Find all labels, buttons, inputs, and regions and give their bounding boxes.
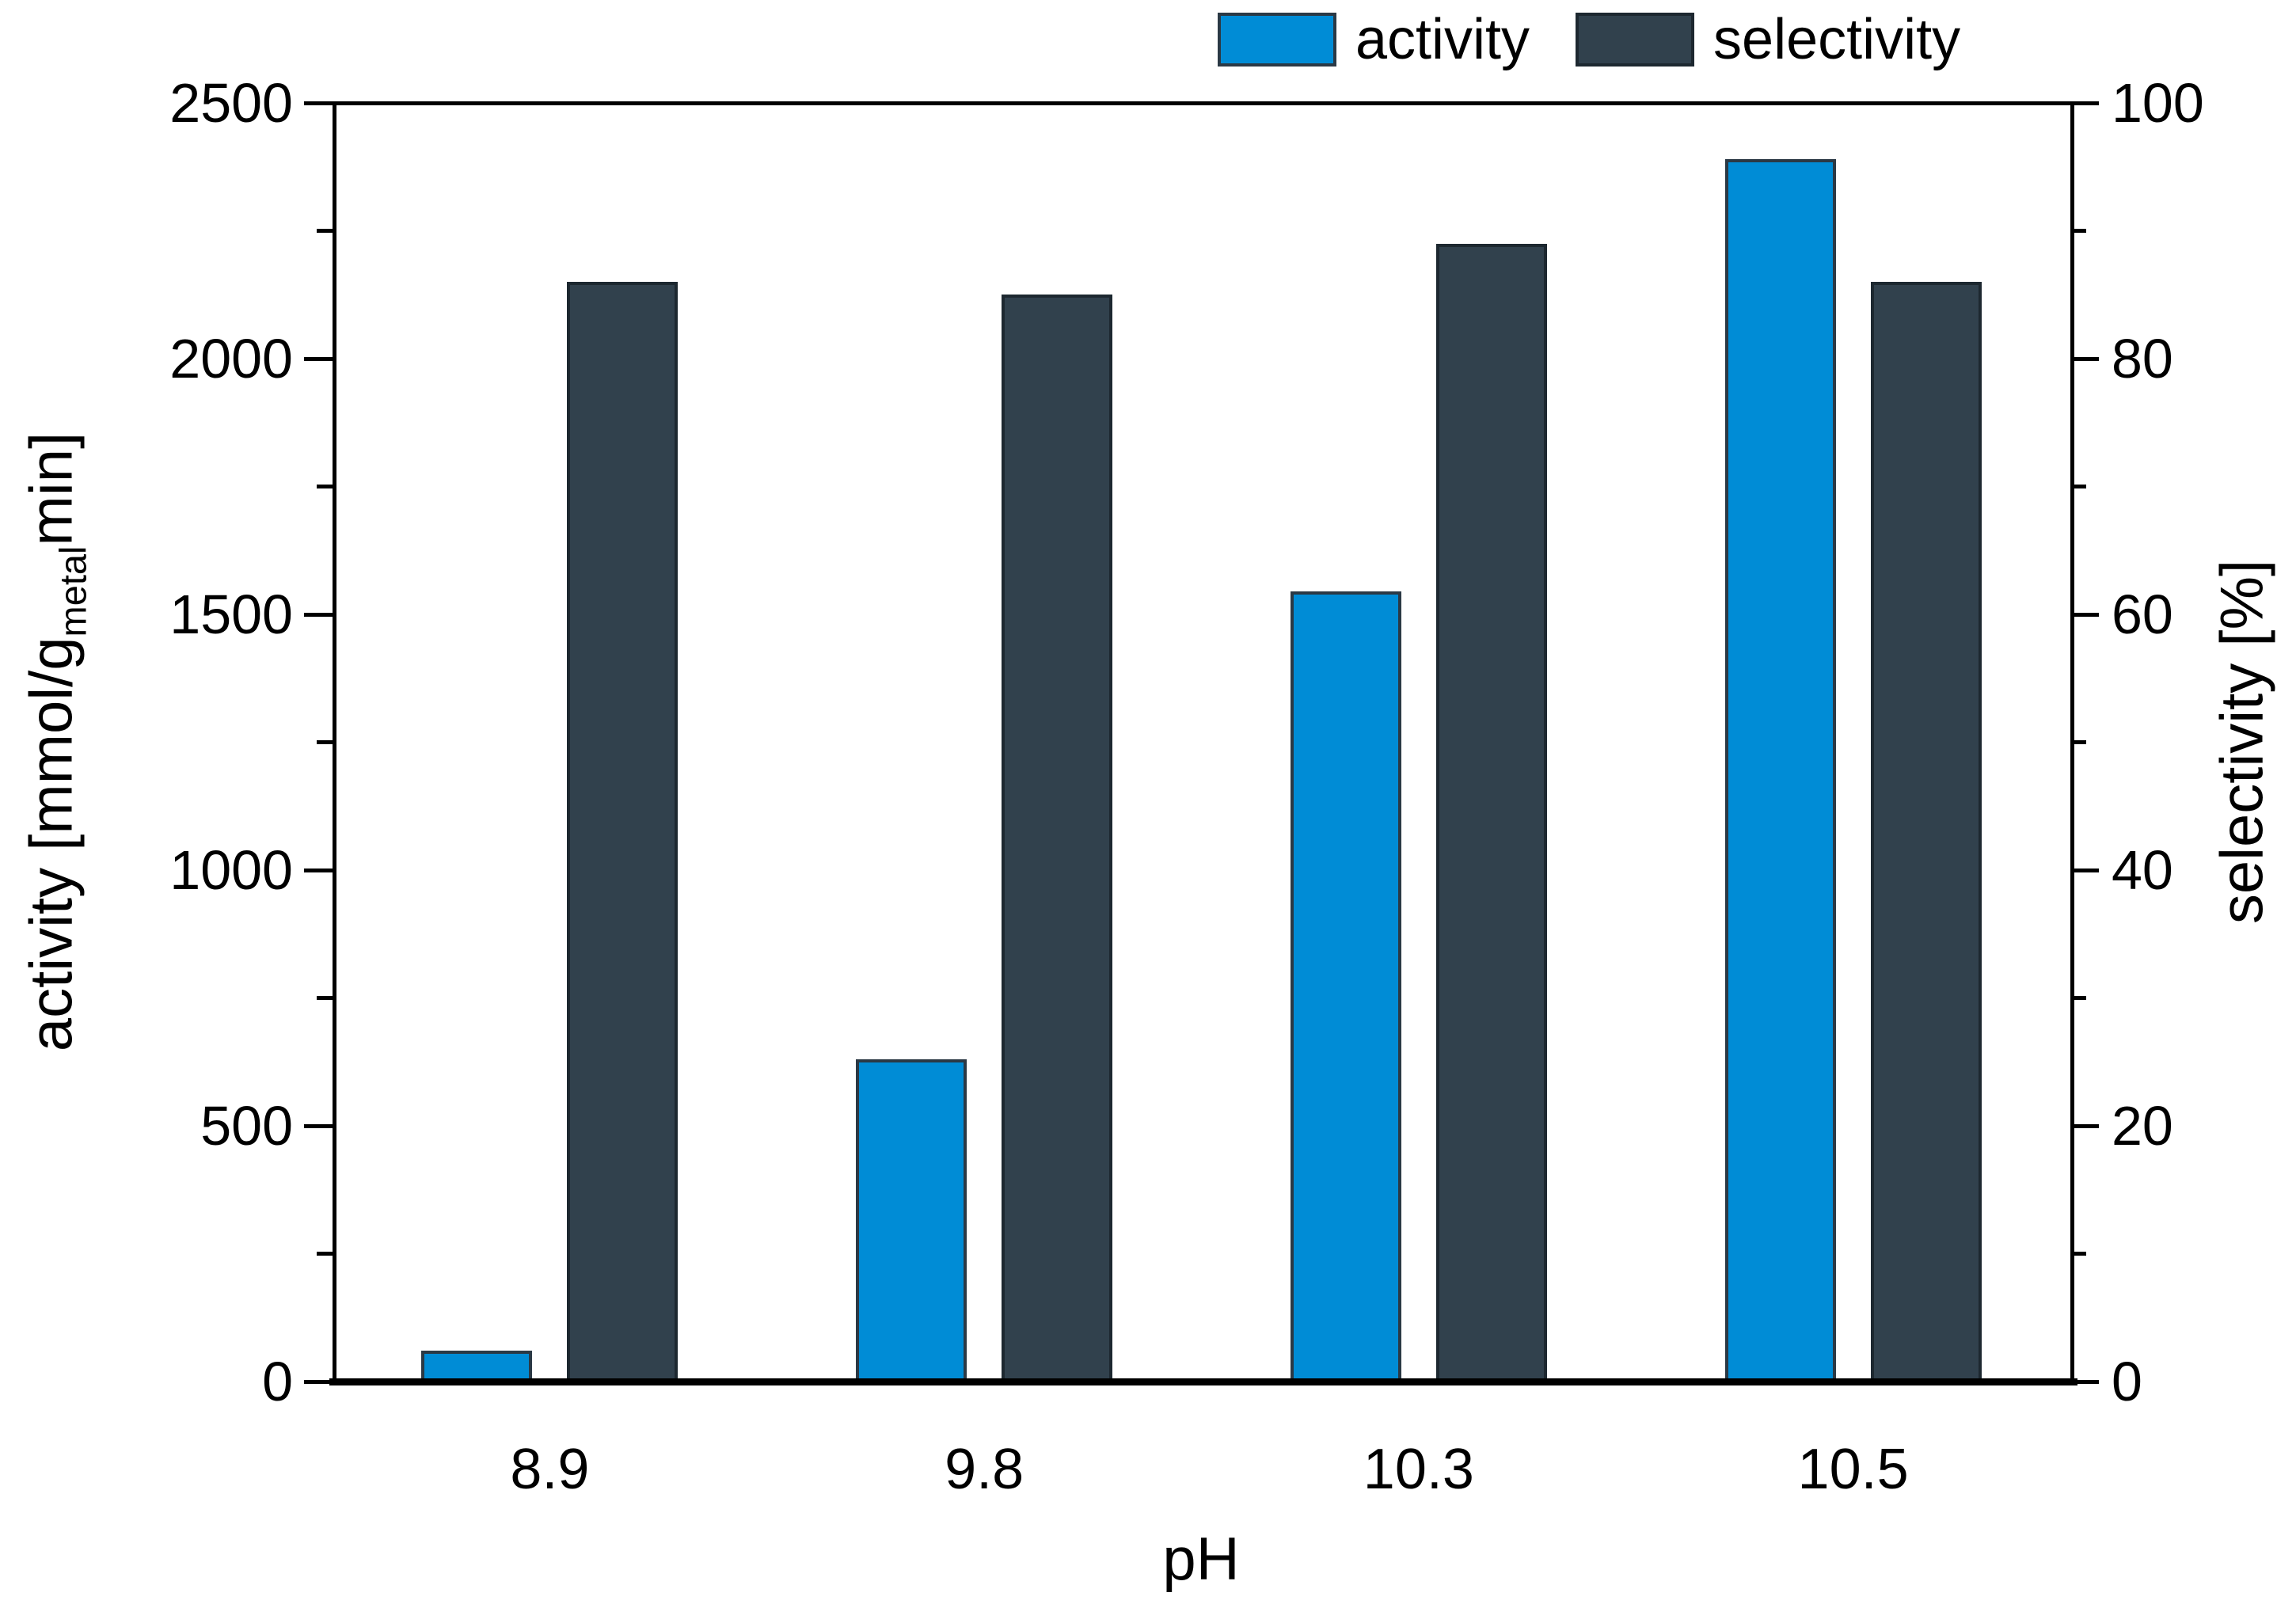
bar-selectivity-10.3 bbox=[1435, 243, 1547, 1382]
left-axis-title: activity [mmol/gmetalmin] bbox=[17, 103, 94, 1382]
right-axis-minor-tick bbox=[2070, 1252, 2086, 1256]
left-axis-minor-tick bbox=[317, 996, 333, 1000]
x-tick-label-9.8: 9.8 bbox=[945, 1438, 1024, 1501]
right-axis-title: selectivity [%] bbox=[2209, 103, 2276, 1382]
left-axis-major-tick bbox=[304, 1379, 333, 1384]
legend-item-selectivity: selectivity bbox=[1576, 8, 1960, 71]
left-axis-minor-tick bbox=[317, 485, 333, 488]
plot-top-spine bbox=[333, 101, 2074, 105]
left-axis-title-suffix: min] bbox=[17, 431, 86, 546]
left-axis-tick-label: 500 bbox=[200, 1095, 293, 1157]
left-axis-tick-label: 0 bbox=[262, 1351, 293, 1412]
bar-activity-10.5 bbox=[1724, 159, 1836, 1382]
right-axis-minor-tick bbox=[2070, 485, 2086, 488]
right-axis-tick-label: 100 bbox=[2112, 72, 2204, 134]
right-axis-tick-label: 80 bbox=[2112, 328, 2173, 390]
bar-activity-9.8 bbox=[856, 1059, 967, 1382]
left-axis-major-tick bbox=[304, 1123, 333, 1128]
left-axis-minor-tick bbox=[317, 229, 333, 233]
bar-selectivity-9.8 bbox=[1002, 295, 1113, 1382]
right-axis-tick-label: 60 bbox=[2112, 583, 2173, 645]
x-axis-title-text: pH bbox=[1162, 1526, 1240, 1593]
plot-right-spine bbox=[2070, 101, 2074, 1385]
right-axis-minor-tick bbox=[2070, 740, 2086, 744]
left-axis-major-tick bbox=[304, 101, 333, 105]
bar-activity-8.9 bbox=[421, 1351, 533, 1382]
left-axis-minor-tick bbox=[317, 1252, 333, 1256]
x-tick-label-8.9: 8.9 bbox=[510, 1438, 590, 1501]
legend-item-activity: activity bbox=[1218, 8, 1530, 71]
left-axis-tick-label: 2500 bbox=[169, 72, 293, 134]
left-axis-tick-label: 1500 bbox=[169, 583, 293, 645]
left-axis-major-tick bbox=[304, 356, 333, 361]
left-axis-tick-label: 2000 bbox=[169, 328, 293, 390]
bar-activity-10.3 bbox=[1290, 591, 1401, 1382]
left-axis-major-tick bbox=[304, 868, 333, 872]
right-axis-tick-label: 40 bbox=[2112, 839, 2173, 901]
x-tick-label-10.3: 10.3 bbox=[1363, 1438, 1474, 1501]
bar-selectivity-10.5 bbox=[1870, 282, 1982, 1382]
legend: activity selectivity bbox=[1218, 8, 1960, 71]
right-axis-minor-tick bbox=[2070, 996, 2086, 1000]
left-axis-tick-label: 1000 bbox=[169, 839, 293, 901]
right-axis-minor-tick bbox=[2070, 229, 2086, 233]
legend-swatch-activity-icon bbox=[1218, 13, 1336, 67]
plot-left-spine bbox=[333, 101, 336, 1385]
right-axis-major-tick bbox=[2070, 101, 2099, 105]
legend-swatch-selectivity-icon bbox=[1576, 13, 1695, 67]
legend-label-activity: activity bbox=[1355, 8, 1530, 71]
plot-bottom-spine bbox=[329, 1378, 2077, 1385]
right-axis-major-tick bbox=[2070, 868, 2099, 872]
right-axis-major-tick bbox=[2070, 356, 2099, 361]
bar-selectivity-8.9 bbox=[567, 282, 679, 1382]
left-axis-major-tick bbox=[304, 612, 333, 617]
legend-label-selectivity: selectivity bbox=[1713, 8, 1961, 71]
left-axis-minor-tick bbox=[317, 740, 333, 744]
right-axis-tick-label: 20 bbox=[2112, 1095, 2173, 1157]
right-axis-major-tick bbox=[2070, 612, 2099, 617]
right-axis-major-tick bbox=[2070, 1123, 2099, 1128]
x-axis-title: pH bbox=[1043, 1528, 1359, 1591]
x-tick-label-10.5: 10.5 bbox=[1797, 1438, 1909, 1501]
right-axis-tick-label: 0 bbox=[2112, 1351, 2142, 1412]
right-axis-major-tick bbox=[2070, 1379, 2099, 1384]
